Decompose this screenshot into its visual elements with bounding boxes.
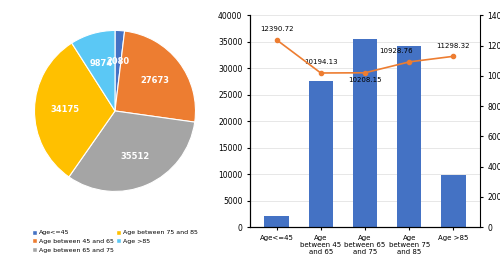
Text: 9874: 9874: [90, 59, 112, 68]
Wedge shape: [34, 43, 115, 177]
Wedge shape: [72, 30, 115, 111]
Wedge shape: [115, 31, 196, 122]
Text: 34175: 34175: [50, 105, 80, 114]
Text: 10194.13: 10194.13: [304, 59, 338, 66]
Text: 11298.32: 11298.32: [436, 43, 470, 49]
Bar: [442, 175, 466, 227]
Text: 35512: 35512: [120, 152, 150, 161]
Text: 2080: 2080: [106, 57, 130, 66]
Bar: [264, 216, 288, 227]
Bar: [308, 81, 333, 227]
Text: 27673: 27673: [140, 76, 169, 85]
Wedge shape: [115, 30, 124, 111]
Wedge shape: [69, 111, 194, 191]
Text: 12390.72: 12390.72: [260, 26, 294, 32]
Bar: [397, 46, 421, 227]
Bar: [353, 39, 377, 227]
Legend: Age<=45, Age between 45 and 65, Age between 65 and 75, Age between 75 and 85, Ag: Age<=45, Age between 45 and 65, Age betw…: [32, 230, 198, 253]
Text: 10928.76: 10928.76: [379, 48, 413, 54]
Text: 10208.15: 10208.15: [348, 77, 382, 83]
